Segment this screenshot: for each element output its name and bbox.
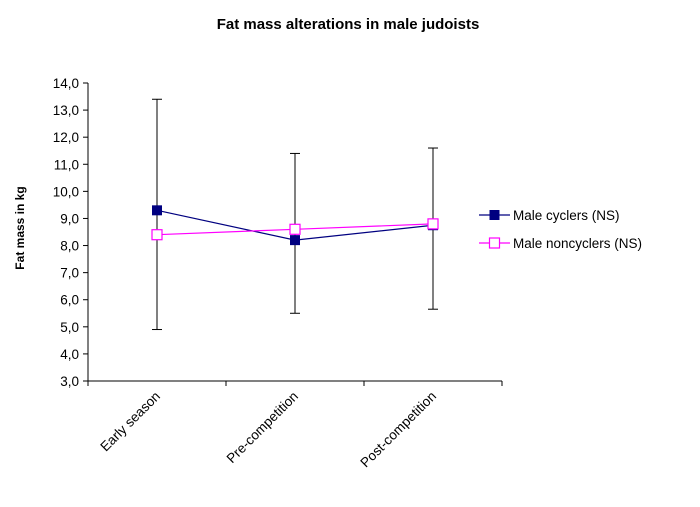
y-tick-label: 12,0 [53, 130, 79, 145]
data-point [152, 205, 162, 216]
y-tick-label: 6,0 [60, 293, 79, 308]
y-tick-label: 9,0 [60, 211, 79, 226]
y-tick-label: 14,0 [53, 76, 79, 91]
data-point [151, 229, 163, 241]
y-tick-label: 4,0 [60, 347, 79, 362]
y-tick-label: 5,0 [60, 320, 79, 335]
y-tick-label: 8,0 [60, 239, 79, 254]
x-tick-label: Pre-competition [224, 389, 301, 466]
y-tick-label: 10,0 [53, 184, 79, 199]
y-tick-label: 11,0 [54, 157, 79, 172]
y-tick-label: 3,0 [60, 374, 79, 389]
series-1 [152, 98, 438, 331]
legend-label: Male cyclers (NS) [513, 208, 620, 223]
x-tick-label: Post-competition [357, 389, 439, 471]
data-point [290, 235, 300, 246]
plot-area: 3,0 4,0 5,0 6,0 7,0 8,0 9,0 10,0 11,0 12,0 13,0 14,… [53, 76, 503, 471]
y-tick-label: 13,0 [53, 103, 79, 118]
legend-marker [488, 237, 501, 249]
legend: Male cyclers (NS) Male noncyclers (NS) [479, 208, 642, 251]
legend-label: Male noncyclers (NS) [513, 236, 642, 251]
series-2 [151, 218, 439, 241]
data-point [427, 218, 439, 230]
data-point [289, 223, 301, 235]
chart-title: Fat mass alterations in male judoists [217, 16, 480, 33]
y-axis-label: Fat mass in kg [13, 186, 27, 269]
y-tick-label: 7,0 [60, 266, 79, 281]
legend-marker [489, 210, 500, 220]
x-tick-label: Early season [97, 389, 163, 455]
